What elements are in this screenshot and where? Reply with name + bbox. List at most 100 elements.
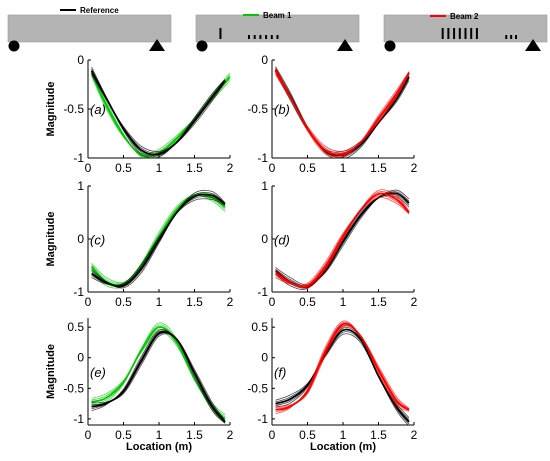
y-tick-label: -0.5 [247,102,268,116]
damage-mark [259,35,262,39]
x-tick-label: 1 [340,295,347,309]
damage-mark [453,28,456,39]
series-variant-line [275,331,410,421]
series-variant-line [275,72,410,154]
series-variant-line [275,71,410,155]
plot-area [274,66,410,158]
damage-mark [458,28,461,39]
series-variant-line [275,66,410,158]
y-tick-label: 0.5 [251,320,268,334]
series-variant-line [91,322,226,424]
legend-label-3: Beam 2 [450,12,479,21]
x-tick-label: 0.5 [299,428,316,442]
y-tick-label: 0 [77,232,84,246]
damage-mark [475,28,478,39]
y-axis-label: Magnitude [45,82,57,137]
x-tick-label: 1.5 [186,295,203,309]
damage-mark [505,35,508,39]
y-tick-label: 0 [261,232,268,246]
x-tick-label: 0 [269,161,276,175]
damage-mark [447,28,450,39]
x-tick-label: 2 [411,161,418,175]
beam-diagrams: Reference Beam 1 Beam 2 [7,6,548,52]
x-tick-label: 1.5 [370,161,387,175]
series-variant-line [275,72,410,153]
series-variant-line [275,189,410,286]
series-line-1 [274,69,410,157]
y-tick-label: -0.5 [247,381,268,395]
series-line-1 [275,328,410,423]
damage-mark [515,35,518,39]
panel-6: 0 0.5 1 1.5 2 -1 -0.5 0 0.5 (f) Location (m) [247,318,418,453]
x-tick-label: 1.5 [370,295,387,309]
x-axis-label: Location (m) [310,441,376,453]
damage-mark [219,28,222,39]
x-tick-label: 0.5 [299,161,316,175]
x-tick-label: 1 [156,428,163,442]
series-variant-line [275,68,410,158]
x-tick-label: 2 [411,295,418,309]
legend-label-2: Beam 1 [263,11,292,20]
damage-mark [276,35,279,39]
plot-area [90,66,230,158]
y-tick-label: 0.5 [67,320,84,334]
y-tick-label: -0.5 [63,102,84,116]
x-tick-label: 2 [227,161,234,175]
y-tick-label: -1 [73,412,84,426]
roller-support-icon [337,39,353,51]
panel-label: (c) [90,232,105,247]
x-tick-label: 0.5 [299,295,316,309]
x-tick-label: 0.5 [115,295,132,309]
x-tick-label: 0.5 [115,428,132,442]
x-tick-label: 2 [227,295,234,309]
series-variant-line [91,328,226,418]
y-tick-label: 0 [261,351,268,365]
series-variant-line [275,324,409,425]
y-tick-label: -1 [73,151,84,165]
legend-label-1: Reference [80,6,119,15]
y-axis-label: Magnitude [45,212,57,267]
panel-1: 0 0.5 1 1.5 2 -1 -0.5 0 (a) Magnitude [45,53,234,175]
x-tick-label: 0.5 [115,161,132,175]
series-variant-line [91,330,226,416]
panel-label: (b) [274,102,290,117]
series-line-2 [274,70,410,156]
panel-label: (f) [274,365,286,380]
x-tick-label: 1.5 [186,161,203,175]
x-tick-label: 0 [85,161,92,175]
series-line-2 [91,330,226,423]
x-tick-label: 1.5 [370,428,387,442]
series-variant-line [275,191,410,288]
beam-body [195,14,360,43]
x-tick-label: 0 [269,428,276,442]
damage-mark [470,28,473,39]
series-variant-line [275,321,410,413]
series-variant-line [275,68,410,157]
roller-support-icon [525,39,541,51]
series-line-2 [90,70,226,156]
pin-support-icon [8,40,20,52]
y-tick-label: -0.5 [63,381,84,395]
roller-support-icon [149,39,165,51]
x-tick-label: 1 [340,428,347,442]
series-variant-line [275,66,410,158]
panel-3: 0 0.5 1 1.5 2-101(c)Magnitude [45,179,234,309]
series-line-2 [275,322,410,411]
x-tick-label: 0 [85,295,92,309]
series-variant-line [91,332,226,422]
series-variant-line [91,324,226,422]
x-tick-label: 1 [156,161,163,175]
damage-mark [265,35,268,39]
damage-mark [464,28,467,39]
series-variant-line [91,333,226,421]
y-tick-label: -1 [257,285,268,299]
series-variant-line [275,326,410,425]
plot-area [90,189,226,289]
beam-body [7,14,172,43]
pin-support-icon [196,40,208,52]
plot-area [274,189,410,290]
y-tick-label: 0 [77,351,84,365]
series-variant-line [91,329,226,424]
x-tick-label: 2 [227,428,234,442]
